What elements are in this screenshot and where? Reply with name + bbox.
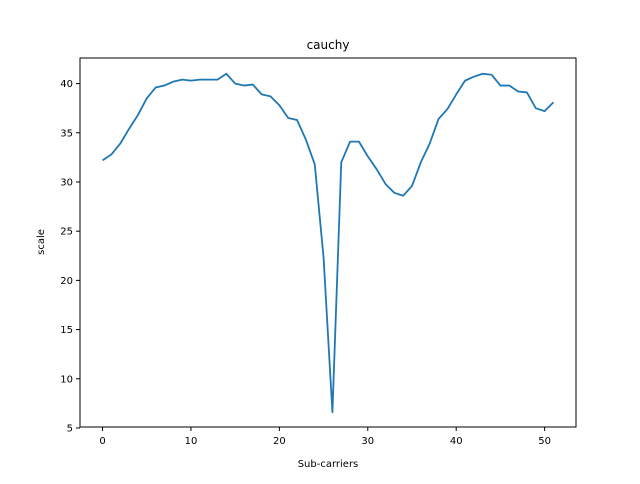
y-tick-label: 5 bbox=[67, 423, 73, 434]
x-tick-label: 50 bbox=[538, 436, 551, 447]
x-tick-label: 40 bbox=[450, 436, 463, 447]
y-tick-label: 15 bbox=[60, 325, 73, 336]
x-tick-label: 10 bbox=[185, 436, 198, 447]
y-axis: 5 10 15 20 25 30 35 40 bbox=[60, 79, 80, 434]
x-axis: 0 10 20 30 40 50 bbox=[99, 427, 551, 447]
series-line bbox=[102, 72, 555, 414]
y-tick-label: 10 bbox=[60, 374, 73, 385]
y-tick-label: 35 bbox=[60, 128, 73, 139]
y-tick-label: 25 bbox=[60, 227, 73, 238]
y-tick-label: 40 bbox=[60, 79, 73, 90]
axes-frame bbox=[79, 57, 577, 428]
x-tick-label: 20 bbox=[273, 436, 286, 447]
x-tick-label: 30 bbox=[361, 436, 374, 447]
plot-area bbox=[102, 72, 555, 414]
y-tick-label: 20 bbox=[60, 276, 73, 287]
y-axis-label: scale bbox=[36, 229, 47, 255]
x-tick-label: 0 bbox=[99, 436, 105, 447]
x-axis-label: Sub-carriers bbox=[298, 459, 359, 470]
chart-title: cauchy bbox=[307, 38, 350, 52]
y-tick-label: 30 bbox=[60, 177, 73, 188]
